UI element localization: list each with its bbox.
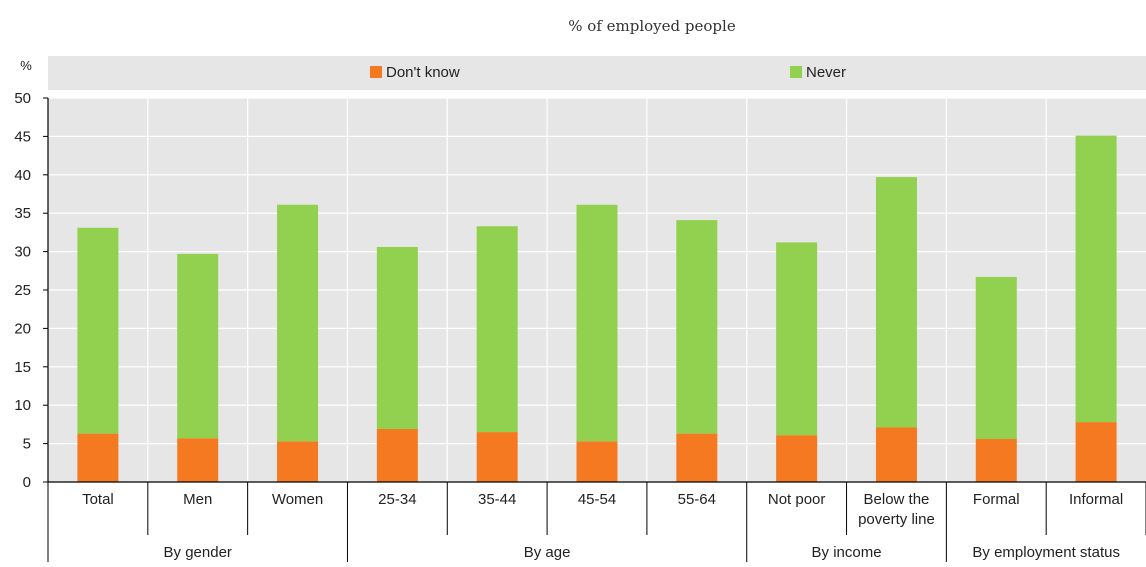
x-tick-label: Below the [864,491,930,508]
legend-swatch [370,66,382,78]
x-tick-label: Men [183,491,212,508]
y-tick-label: 40 [14,167,31,184]
x-tick-label: Formal [973,491,1020,508]
y-tick-label: 50 [14,90,31,107]
bar-segment [1075,422,1117,482]
bar-segment [476,226,518,433]
bar-segment [1075,135,1117,423]
bar-segment [277,441,319,482]
bar-segment [476,432,518,482]
y-tick-label: 45 [14,128,31,145]
bar-segment [776,435,818,482]
x-tick-label: 25-34 [378,491,416,508]
x-tick-label: Women [272,491,323,508]
plot-area: 0 5 10 15 20 25 30 35 40 45 50 Total Men Women 25-34 35… [14,90,1146,562]
group-label: By age [524,544,571,561]
group-label: By employment status [972,544,1120,561]
bar-segment [77,227,119,434]
bar-segment [576,441,618,482]
y-tick-label: 0 [23,474,31,491]
bar-segment [776,242,818,436]
bar-segment [975,438,1017,482]
bar-segment [277,204,319,442]
bar-segment [177,253,219,439]
x-tick-label: 35-44 [478,491,516,508]
bar-segment [576,204,618,442]
y-axis-unit-label: % [20,58,32,73]
group-label: By gender [164,544,232,561]
y-tick-label: 15 [14,359,31,376]
y-tick-label: 20 [14,320,31,337]
bar-segment [77,433,119,482]
bar-segment [975,276,1017,439]
y-tick-label: 35 [14,205,31,222]
legend: Don't know Never [48,56,1146,90]
bar-segment [875,177,917,428]
bar-segment [376,246,418,430]
x-tick-label: 45-54 [578,491,616,508]
x-tick-label: Not poor [768,491,826,508]
x-tick-label: Total [82,491,114,508]
x-tick-label: 55-64 [678,491,716,508]
legend-swatch [790,66,802,78]
legend-background [48,56,1146,90]
bar-segment [177,438,219,482]
bar-segment [676,433,718,482]
y-tick-label: 25 [14,282,31,299]
bar-segment [376,429,418,482]
chart-subtitle: % of employed people [568,17,736,35]
bar-segment [875,427,917,482]
legend-label: Don't know [386,64,460,81]
bar-segment [676,220,718,434]
legend-label: Never [806,64,846,81]
group-label: By income [812,544,882,561]
y-tick-label: 5 [23,436,31,453]
x-tick-label: poverty line [858,511,935,528]
y-tick-label: 10 [14,397,31,414]
y-tick-label: 30 [14,244,31,261]
x-tick-label: Informal [1069,491,1123,508]
